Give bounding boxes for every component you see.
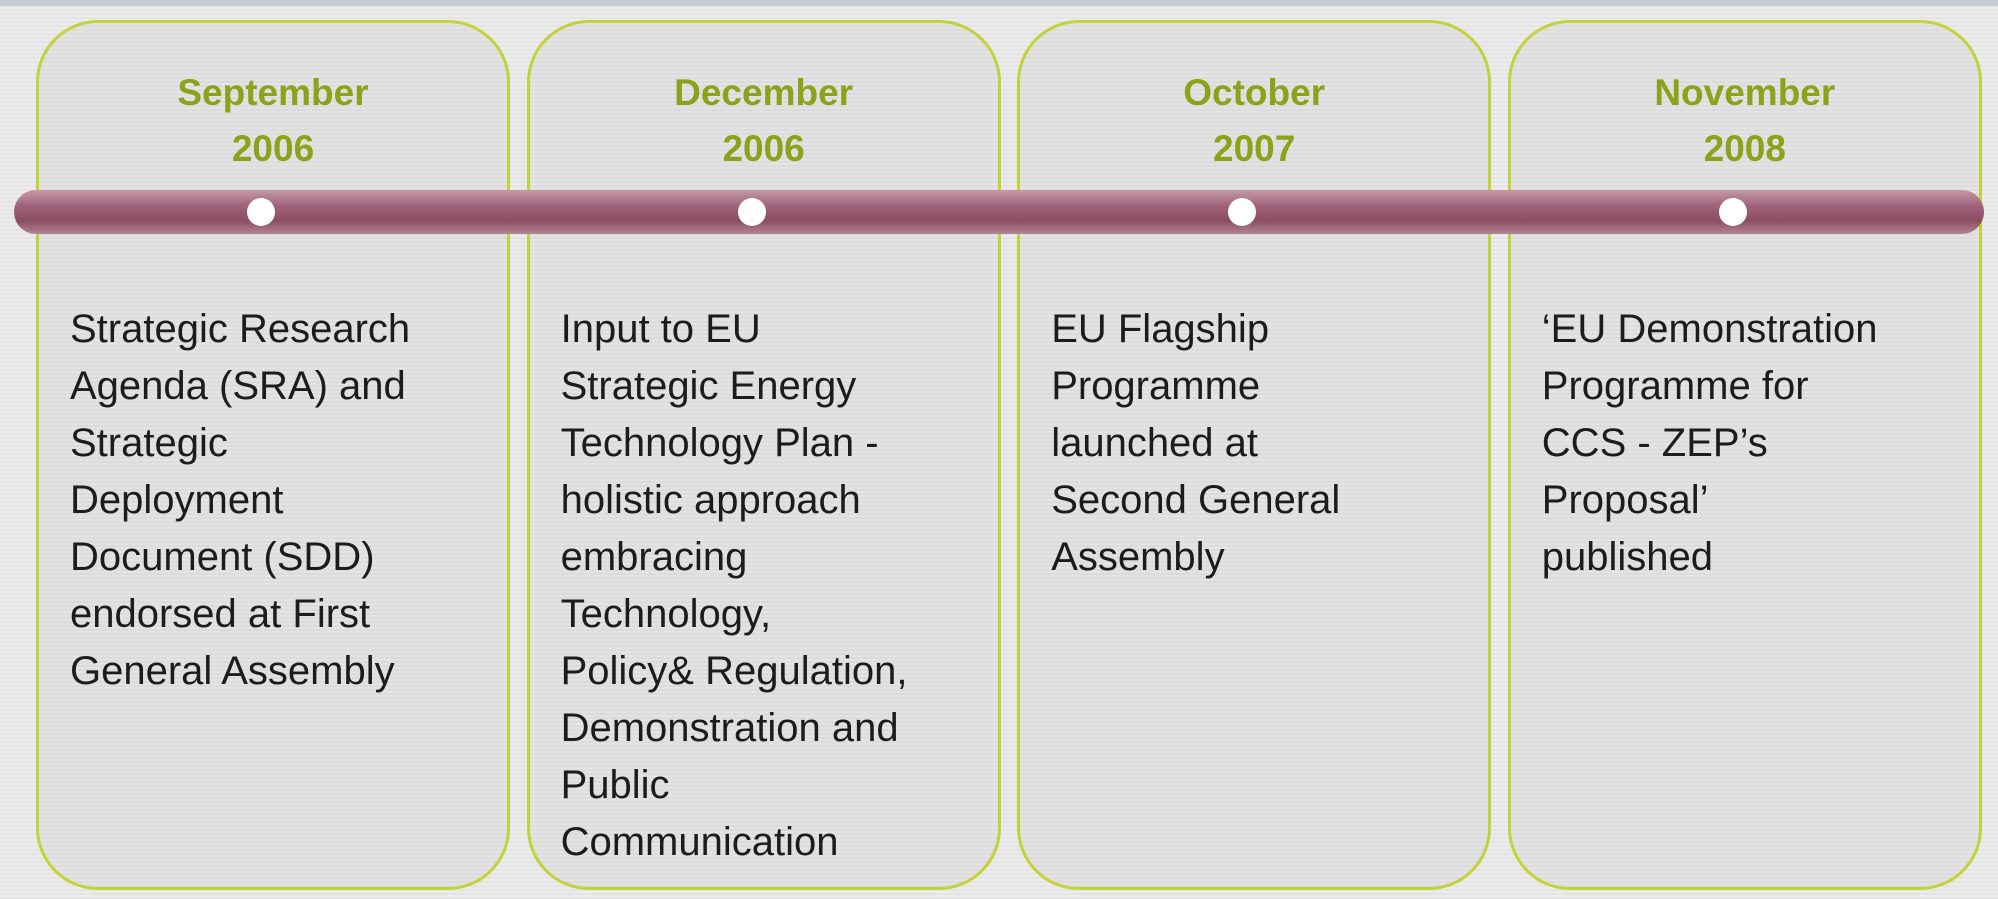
description-line: Strategic Energy <box>560 364 857 408</box>
event-year: 2006 <box>722 128 805 169</box>
event-card: September 2006 Strategic Research Agenda (S… <box>36 20 510 890</box>
description-line: Policy& Regulation, <box>560 649 908 693</box>
event-card: November 2008 ‘EU Demonstration Programme f… <box>1507 20 1982 890</box>
timeline-bar <box>14 190 1984 234</box>
description-line: CCS - ZEP’s <box>1541 421 1768 465</box>
description-line: Proposal’ <box>1541 478 1709 522</box>
description-line: ‘EU Demonstration <box>1541 307 1878 351</box>
description-line: Public <box>560 763 670 807</box>
event-date: September 2006 <box>39 65 507 177</box>
description-line: Technology, <box>560 592 772 636</box>
description-line: Assembly <box>1051 535 1225 579</box>
event-year: 2006 <box>231 128 315 169</box>
timeline-dot <box>1228 198 1257 226</box>
description-line: holistic approach <box>560 478 861 522</box>
description-line: General Assembly <box>70 649 395 693</box>
description-line: Programme <box>1051 364 1261 408</box>
description-line: endorsed at First <box>70 592 371 636</box>
event-year: 2008 <box>1703 128 1786 169</box>
description-line: Programme for <box>1541 364 1809 408</box>
description-line: Agenda (SRA) and <box>70 364 406 408</box>
event-month: September <box>177 72 369 113</box>
description-line: launched at <box>1051 421 1259 465</box>
description-line: embracing <box>560 535 748 579</box>
description-line: Technology Plan - <box>560 421 879 465</box>
description-line: Strategic <box>70 421 228 465</box>
event-month: October <box>1183 72 1326 113</box>
description-line: Input to EU <box>560 307 761 351</box>
event-description: Strategic Research Agenda (SRA) and Strate… <box>70 301 499 700</box>
event-date: December 2006 <box>530 65 998 177</box>
description-line: Strategic Research <box>70 307 411 351</box>
event-month: December <box>674 72 854 113</box>
timeline-dot <box>1718 198 1747 226</box>
event-month: November <box>1654 72 1836 113</box>
description-line: Demonstration and <box>560 706 899 750</box>
event-year: 2007 <box>1213 128 1296 169</box>
event-card: October 2007 EU Flagship Programme launched … <box>1017 20 1492 890</box>
event-description: ‘EU Demonstration Programme for CCS - ZEP’… <box>1542 301 1971 586</box>
description-line: Communication <box>560 820 839 864</box>
description-line: EU Flagship <box>1051 307 1270 351</box>
event-card: December 2006 Input to EU Strategic Energy T… <box>526 20 1001 890</box>
description-line: Deployment <box>70 478 284 522</box>
timeline-dot <box>247 198 275 226</box>
description-line: published <box>1541 535 1714 579</box>
description-line: Document (SDD) <box>70 535 375 579</box>
event-description: Input to EU Strategic Energy Technology Pl… <box>561 301 990 871</box>
timeline-dot <box>737 198 766 226</box>
description-line: Second General <box>1051 478 1341 522</box>
event-date: November 2008 <box>1511 65 1979 177</box>
event-date: October 2007 <box>1020 65 1488 177</box>
event-description: EU Flagship Programme launched at Second Ge… <box>1051 301 1480 586</box>
